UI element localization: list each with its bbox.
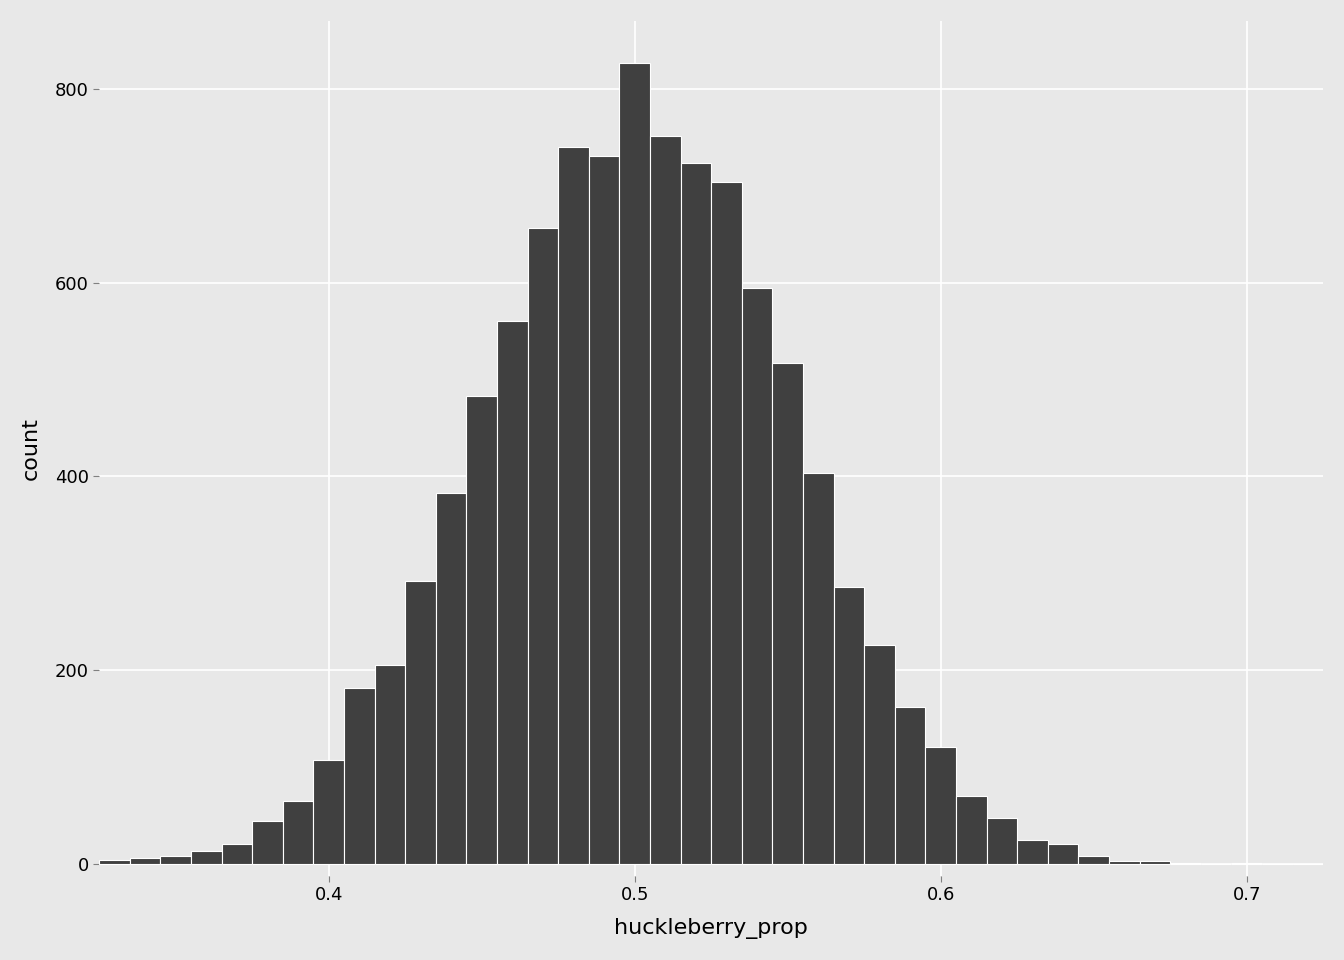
Bar	[191, 851, 222, 864]
Bar	[528, 228, 558, 864]
X-axis label: huckleberry_prop: huckleberry_prop	[614, 918, 808, 939]
Bar	[1140, 861, 1171, 864]
Bar	[1231, 863, 1262, 864]
Bar	[160, 856, 191, 864]
Bar	[773, 363, 802, 864]
Bar	[680, 163, 711, 864]
Bar	[833, 587, 864, 864]
Bar	[558, 147, 589, 864]
Bar	[1017, 840, 1048, 864]
Bar	[711, 181, 742, 864]
Bar	[1109, 861, 1140, 864]
Bar	[497, 322, 528, 864]
Bar	[313, 759, 344, 864]
Bar	[895, 708, 926, 864]
Bar	[130, 858, 160, 864]
Bar	[742, 288, 773, 864]
Bar	[956, 797, 986, 864]
Bar	[620, 62, 650, 864]
Bar	[1048, 844, 1078, 864]
Bar	[589, 156, 620, 864]
Bar	[222, 844, 253, 864]
Y-axis label: count: count	[22, 417, 40, 480]
Bar	[282, 802, 313, 864]
Bar	[802, 472, 833, 864]
Bar	[253, 821, 282, 864]
Bar	[466, 396, 497, 864]
Bar	[99, 860, 130, 864]
Bar	[405, 581, 435, 864]
Bar	[38, 863, 69, 864]
Bar	[69, 863, 99, 864]
Bar	[375, 665, 405, 864]
Bar	[864, 645, 895, 864]
Bar	[435, 492, 466, 864]
Bar	[650, 136, 680, 864]
Bar	[986, 818, 1017, 864]
Bar	[1171, 863, 1200, 864]
Bar	[344, 687, 375, 864]
Bar	[926, 747, 956, 864]
Bar	[1078, 856, 1109, 864]
